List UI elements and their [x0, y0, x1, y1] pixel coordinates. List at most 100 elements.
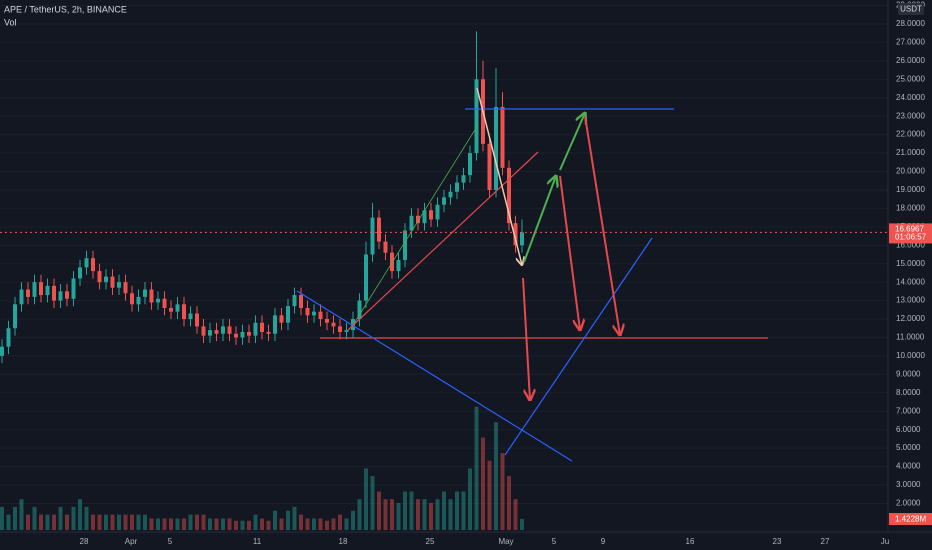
y-tick-label: 28.0000 [896, 19, 925, 28]
volume-bar [221, 518, 225, 530]
arrow [476, 87, 522, 265]
y-tick-label: 10.0000 [896, 351, 925, 360]
y-tick-label: 8.0000 [896, 388, 921, 397]
volume-bar [65, 514, 69, 530]
candle-body [260, 322, 264, 332]
last-price: 16.6967 [895, 225, 924, 234]
candle-body [240, 331, 245, 338]
candle-body [318, 311, 323, 320]
y-tick-label: 5.0000 [896, 443, 921, 452]
arrow [559, 113, 585, 171]
volume-bar [474, 406, 479, 530]
y-tick-label: 23.0000 [896, 111, 925, 120]
volume-bar [6, 514, 11, 530]
candle-body [65, 291, 69, 299]
candle-body [45, 285, 50, 296]
candle-body [344, 330, 349, 332]
candle-body [305, 307, 310, 316]
arrow [522, 277, 530, 400]
candle-body [338, 326, 342, 332]
volume-bar [442, 491, 446, 530]
y-tick-label: 14.0000 [896, 277, 925, 286]
volume-bar [175, 518, 180, 530]
x-tick-label: 5 [552, 537, 557, 546]
volume-bar [195, 514, 199, 530]
arrow [523, 176, 556, 263]
y-tick-label: 4.0000 [896, 462, 921, 471]
candle-body [474, 79, 479, 154]
volume-bar [416, 499, 420, 530]
candles [0, 31, 524, 364]
volume-bar [169, 518, 173, 530]
x-tick-label: Apr [125, 537, 138, 546]
candle-body [455, 182, 459, 192]
x-tick-label: May [498, 537, 513, 546]
y-tick-label: 25.0000 [896, 74, 925, 83]
candle-body [71, 278, 76, 299]
volume-bar [253, 514, 258, 530]
currency[interactable]: USDT [900, 5, 922, 14]
candle-body [520, 232, 524, 246]
candle-body [58, 291, 63, 301]
candle-body [97, 271, 102, 283]
candle-body [52, 285, 56, 301]
volume-bar [97, 514, 102, 530]
volume-bar [325, 520, 329, 530]
volume-bar [390, 499, 394, 530]
candle-body [292, 295, 297, 307]
volume-bar [312, 518, 316, 530]
candle-body [19, 289, 24, 305]
x-tick-label: 16 [686, 537, 695, 546]
candle-body [312, 311, 316, 316]
price-badge [889, 223, 932, 244]
channel-line [354, 124, 479, 323]
candle-body [383, 241, 388, 253]
volume-bar [403, 491, 407, 530]
candle-body [143, 289, 147, 297]
candle-body [104, 276, 108, 283]
volume-bar [351, 510, 355, 530]
y-tick-label: 12.0000 [896, 314, 925, 323]
candle-body [507, 167, 511, 224]
volume-badge [889, 513, 932, 525]
y-tick-label: 27.0000 [896, 38, 925, 47]
candle-body [195, 313, 199, 327]
candle-body [266, 331, 271, 334]
volume-bar [26, 514, 30, 530]
last-volume: 1.4228M [895, 515, 926, 524]
x-tick-label: 25 [426, 537, 435, 546]
y-tick-label: 3.0000 [896, 480, 921, 489]
x-tick-label: 11 [253, 537, 262, 546]
volume-bar [338, 514, 342, 530]
y-tick-label: 21.0000 [896, 148, 925, 157]
volume-bar [487, 460, 492, 530]
candle-body [169, 307, 173, 312]
symbol-title[interactable]: APE / TetherUS, 2h, BINANCE [4, 4, 127, 14]
candle-body [279, 315, 284, 323]
candle-body [396, 260, 401, 272]
volume-bar [377, 491, 381, 530]
candle-body [500, 106, 505, 168]
volume-bar [143, 514, 147, 530]
candle-body [201, 326, 206, 336]
candle-body [221, 326, 225, 334]
candle-body [253, 322, 258, 336]
volume-bar [422, 499, 427, 530]
currency-badge[interactable] [898, 3, 924, 15]
volume-bar [32, 506, 37, 530]
volume-bar [286, 510, 290, 530]
volume-bar [299, 514, 303, 530]
volume-bar [123, 514, 128, 530]
volume-bars [0, 406, 524, 530]
candle-body [214, 330, 219, 334]
candle-body [331, 322, 336, 327]
volume-bar [110, 514, 115, 530]
volume-bar [318, 518, 323, 530]
candle-body [149, 289, 154, 303]
candle-body [370, 217, 375, 255]
volume-bar [370, 476, 375, 530]
candle-body [136, 296, 141, 305]
volume-bar [234, 520, 238, 530]
x-tick-label: 27 [821, 537, 830, 546]
